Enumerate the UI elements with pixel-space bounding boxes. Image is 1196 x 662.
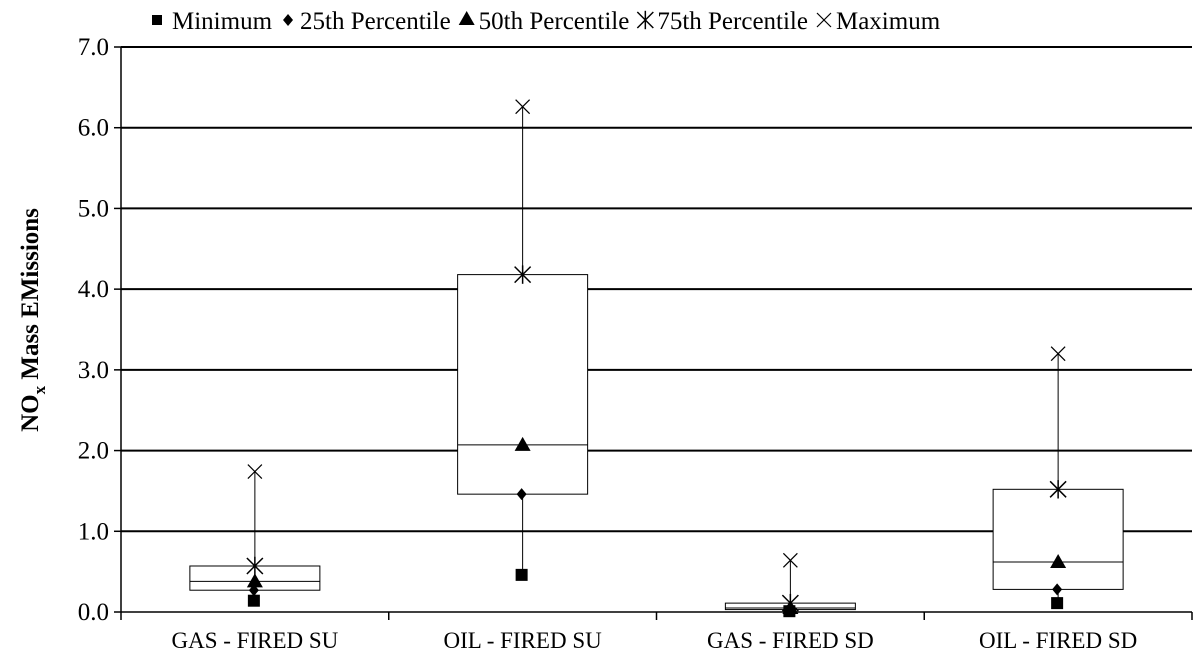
y-tick-label: 0.0 bbox=[78, 599, 109, 626]
y-axis-label-main: NO bbox=[17, 394, 44, 432]
y-axis-label-rest: Mass EMissions bbox=[17, 208, 44, 386]
data-marker-square bbox=[1051, 597, 1063, 609]
data-marker-square bbox=[248, 595, 260, 607]
legend-label: 50th Percentile bbox=[479, 8, 630, 35]
legend-marker-square bbox=[152, 15, 162, 25]
y-tick-label: 7.0 bbox=[78, 34, 109, 61]
x-tick-label: GAS - FIRED SD bbox=[707, 628, 874, 653]
data-marker-square bbox=[516, 569, 528, 581]
legend-label: Maximum bbox=[836, 8, 941, 35]
legend-label: Minimum bbox=[172, 8, 273, 35]
y-tick-label: 6.0 bbox=[78, 115, 109, 142]
markers bbox=[247, 100, 1066, 617]
legend-marker-x bbox=[817, 13, 831, 27]
legend-marker-asterisk bbox=[637, 11, 653, 29]
legend-label: 25th Percentile bbox=[300, 8, 451, 35]
iqr-box bbox=[993, 489, 1123, 589]
legend: Minimum 25th Percentile 50th Percentile 75t… bbox=[152, 8, 941, 35]
y-axis-label: NOx Mass EMissions bbox=[17, 208, 49, 432]
y-tick-label: 1.0 bbox=[78, 518, 109, 545]
y-tick-label: 5.0 bbox=[78, 195, 109, 222]
y-tick-label: 2.0 bbox=[78, 438, 109, 465]
boxes bbox=[190, 107, 1123, 611]
x-tick-label: OIL - FIRED SU bbox=[444, 628, 603, 653]
legend-marker-diamond bbox=[283, 14, 293, 26]
x-tick-label: GAS - FIRED SU bbox=[171, 628, 338, 653]
y-tick-label: 3.0 bbox=[78, 357, 109, 384]
iqr-box bbox=[458, 275, 588, 495]
x-tick-label: OIL - FIRED SD bbox=[979, 628, 1137, 653]
legend-marker-triangle bbox=[459, 11, 475, 25]
y-tick-label: 4.0 bbox=[78, 276, 109, 303]
legend-label: 75th Percentile bbox=[657, 8, 808, 35]
grid-lines bbox=[121, 47, 1192, 531]
